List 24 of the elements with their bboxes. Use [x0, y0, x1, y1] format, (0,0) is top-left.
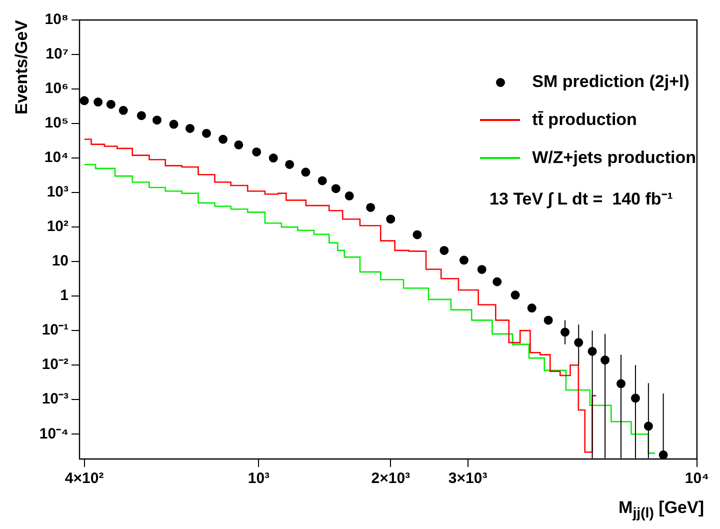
y-tick-label: 10³ [46, 184, 69, 201]
annotation: 13 TeV ∫ L dt = 140 fb⁻¹ [490, 190, 674, 209]
y-tick-label: 10⁴ [44, 149, 69, 166]
x-tick-label: 10⁴ [684, 470, 710, 488]
y-tick-label: 10⁸ [44, 11, 69, 28]
y-tick-label: 10⁻⁴ [39, 425, 69, 442]
legend-label: W/Z+jets production [532, 148, 696, 168]
y-tick-label: 10⁻¹ [42, 322, 69, 339]
y-tick-label: 10⁵ [44, 114, 69, 132]
y-tick-label: 10 [52, 252, 69, 270]
x-tick-label: 4×10² [64, 470, 104, 488]
x-tick-label: 2×10³ [371, 470, 410, 488]
y-tick-label: 10² [46, 218, 69, 236]
y-tick-label: 10⁶ [44, 80, 69, 98]
y-tick-label: 10⁻³ [42, 390, 69, 408]
y-tick-label: 10⁷ [46, 46, 69, 63]
legend-label: tt̄ production [532, 110, 637, 130]
x-tick-label: 3×10³ [448, 470, 488, 488]
y-tick-label: 1 [60, 287, 69, 304]
y-tick-label: 10⁻² [42, 356, 69, 374]
x-axis-title: M$_{jj(l)}$ [GeV] [618, 498, 704, 521]
x-tick-label: 10³ [248, 470, 270, 488]
y-axis-title: Events/GeV [12, 19, 31, 114]
legend-label: SM prediction (2j+l) [532, 72, 690, 92]
